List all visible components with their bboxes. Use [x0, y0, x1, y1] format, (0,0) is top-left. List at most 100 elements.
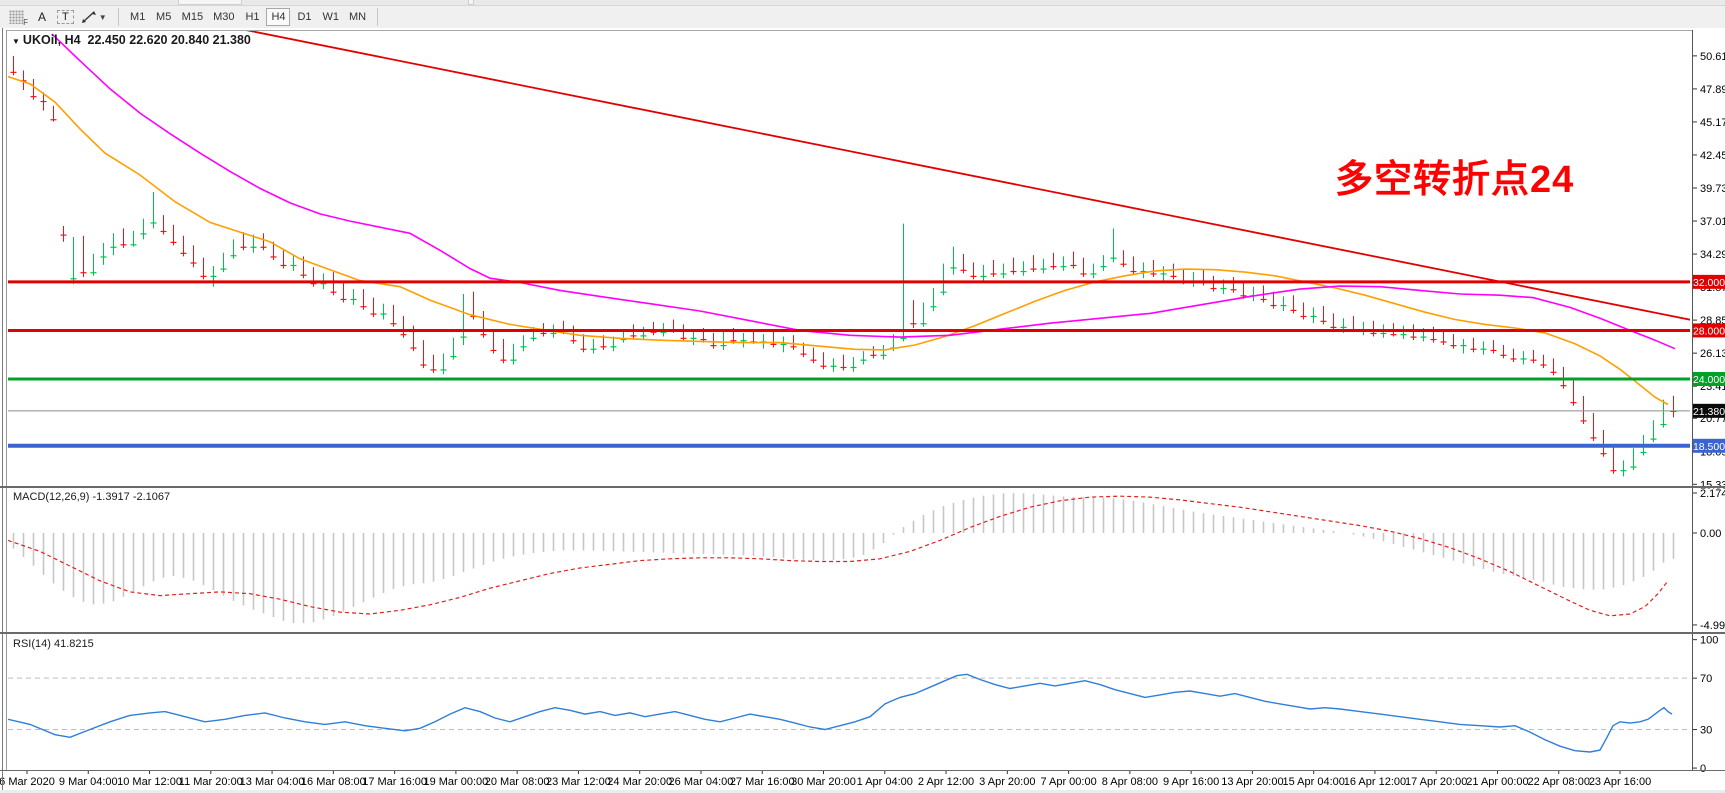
svg-text:13 Apr 20:00: 13 Apr 20:00 — [1221, 776, 1283, 788]
svg-text:2 Apr 12:00: 2 Apr 12:00 — [918, 776, 974, 788]
svg-text:45.170: 45.170 — [1700, 117, 1725, 129]
panel-borders — [0, 28, 1725, 790]
svg-text:1 Apr 04:00: 1 Apr 04:00 — [857, 776, 913, 788]
svg-text:3 Apr 20:00: 3 Apr 20:00 — [979, 776, 1035, 788]
timeframe-m5-button[interactable]: M5 — [152, 8, 176, 26]
timeframe-d1-button[interactable]: D1 — [292, 8, 316, 26]
svg-text:11 Mar 20:00: 11 Mar 20:00 — [179, 776, 243, 788]
svg-text:15.330: 15.330 — [1700, 479, 1725, 491]
window-bottom-edge — [0, 790, 1725, 793]
timeframe-h1-button[interactable]: H1 — [240, 8, 264, 26]
svg-text:9 Apr 16:00: 9 Apr 16:00 — [1163, 776, 1219, 788]
timeframe-mn-button[interactable]: MN — [345, 8, 370, 26]
candles-layer — [10, 55, 1677, 477]
price-badge-24.000: 24.000 — [1693, 372, 1725, 387]
svg-text:26 Mar 04:00: 26 Mar 04:00 — [669, 776, 734, 788]
chart-title: ▼ UKOil, H4 22.450 22.620 20.840 21.380 — [12, 33, 251, 47]
svg-text:16 Apr 12:00: 16 Apr 12:00 — [1344, 776, 1406, 788]
svg-text:17 Apr 20:00: 17 Apr 20:00 — [1405, 776, 1467, 788]
svg-text:23 Mar 12:00: 23 Mar 12:00 — [546, 776, 611, 788]
timeframe-m1-button[interactable]: M1 — [126, 8, 150, 26]
svg-text:23 Apr 16:00: 23 Apr 16:00 — [1589, 776, 1651, 788]
symbol-dropdown-icon[interactable]: ▼ — [12, 37, 20, 46]
svg-text:37.010: 37.010 — [1700, 216, 1725, 228]
clipped-button — [178, 0, 242, 5]
svg-text:0: 0 — [1700, 763, 1706, 775]
main-toolbar: F A T ▼ M1 M5 M15 M30 H1 H4 D1 W1 MN — [0, 6, 1725, 29]
clipped-toolbar-row — [0, 0, 1725, 6]
svg-text:19 Mar 00:00: 19 Mar 00:00 — [423, 776, 488, 788]
rsi-line — [8, 673, 1673, 753]
price-badge-28.000: 28.000 — [1693, 323, 1725, 338]
text-label-tool-button[interactable]: A — [31, 8, 53, 26]
svg-text:0.00: 0.00 — [1700, 528, 1721, 540]
svg-text:34.290: 34.290 — [1700, 249, 1725, 261]
ma-slow-line — [51, 33, 1676, 350]
chevron-down-icon: ▼ — [98, 12, 107, 22]
price-badge-18.500: 18.500 — [1693, 438, 1725, 453]
timeframe-m15-button[interactable]: M15 — [178, 8, 207, 26]
svg-text:9 Mar 04:00: 9 Mar 04:00 — [59, 776, 118, 788]
svg-text:30: 30 — [1700, 725, 1712, 737]
svg-text:-4.9955: -4.9955 — [1700, 620, 1725, 632]
macd-values: -1.3917 -2.1067 — [92, 491, 171, 503]
svg-text:21.380: 21.380 — [1693, 406, 1725, 418]
svg-text:7 Apr 00:00: 7 Apr 00:00 — [1040, 776, 1096, 788]
grid-icon: F — [9, 10, 28, 27]
svg-text:32.000: 32.000 — [1693, 277, 1725, 289]
ma-fast-line — [8, 75, 1669, 406]
chart-annotation-text[interactable]: 多空转折点24 — [1335, 159, 1575, 201]
rsi-indicator-label: RSI(14) 41.8215 — [13, 638, 94, 650]
drawing-tools-button[interactable]: ▼ — [76, 8, 112, 26]
text-box-tool-button[interactable]: T — [57, 10, 74, 24]
svg-text:100: 100 — [1700, 635, 1718, 647]
svg-text:42.450: 42.450 — [1700, 150, 1725, 162]
svg-text:27 Mar 16:00: 27 Mar 16:00 — [730, 776, 795, 788]
svg-text:70: 70 — [1700, 673, 1712, 685]
diagonal-draw-icon — [81, 11, 96, 23]
grid-tool-button[interactable]: F — [0, 8, 29, 27]
svg-text:13 Mar 04:00: 13 Mar 04:00 — [240, 776, 305, 788]
chart-title-ohlc: 22.450 22.620 20.840 21.380 — [87, 33, 251, 47]
rsi-value: 41.8215 — [53, 638, 94, 650]
main-price-panel — [8, 30, 1690, 477]
timeframe-m30-button[interactable]: M30 — [209, 8, 238, 26]
macd-indicator-label: MACD(12,26,9) -1.3917 -2.1067 — [13, 491, 171, 503]
level-lines[interactable] — [8, 280, 1690, 448]
toolbar-separator — [117, 8, 119, 26]
svg-text:10 Mar 12:00: 10 Mar 12:00 — [117, 776, 182, 788]
svg-text:50.610: 50.610 — [1700, 51, 1725, 63]
svg-text:24 Mar 20:00: 24 Mar 20:00 — [607, 776, 672, 788]
chart-title-symbol: UKOil, H4 — [22, 33, 81, 47]
svg-text:21 Apr 00:00: 21 Apr 00:00 — [1466, 776, 1528, 788]
chart-canvas[interactable]: 50.610 47.890 45.170 42.450 39.730 37.010 34.2… — [0, 28, 1725, 793]
price-axis: 50.610 47.890 45.170 42.450 39.730 37.010 34.2… — [1692, 51, 1725, 775]
svg-text:24.000: 24.000 — [1693, 374, 1725, 386]
svg-text:15 Apr 04:00: 15 Apr 04:00 — [1282, 776, 1344, 788]
svg-text:16 Mar 08:00: 16 Mar 08:00 — [301, 776, 366, 788]
svg-text:28.000: 28.000 — [1693, 325, 1725, 337]
svg-text:6 Mar 2020: 6 Mar 2020 — [0, 776, 55, 788]
resistance-trendline — [241, 30, 1690, 321]
rsi-panel — [8, 673, 1690, 753]
svg-text:2.1745: 2.1745 — [1700, 488, 1725, 500]
svg-text:30 Mar 20:00: 30 Mar 20:00 — [791, 776, 856, 788]
svg-text:39.730: 39.730 — [1700, 183, 1725, 195]
toolbar-separator — [377, 8, 379, 26]
svg-text:8 Apr 08:00: 8 Apr 08:00 — [1102, 776, 1158, 788]
clipped-button — [468, 0, 474, 5]
svg-text:26.130: 26.130 — [1700, 348, 1725, 360]
timeframe-h4-button[interactable]: H4 — [266, 8, 291, 26]
price-badge-21.380: 21.380 — [1693, 403, 1725, 418]
timeframe-w1-button[interactable]: W1 — [318, 8, 343, 26]
macd-panel — [8, 493, 1675, 624]
chart-area: 50.610 47.890 45.170 42.450 39.730 37.010 34.2… — [0, 28, 1725, 793]
macd-signal-line — [8, 495, 1669, 617]
svg-text:22 Apr 08:00: 22 Apr 08:00 — [1528, 776, 1590, 788]
svg-text:47.890: 47.890 — [1700, 84, 1725, 96]
timeframe-group: M1 M5 M15 M30 H1 H4 D1 W1 MN — [125, 8, 371, 26]
svg-text:18.500: 18.500 — [1693, 441, 1725, 453]
svg-text:17 Mar 16:00: 17 Mar 16:00 — [362, 776, 427, 788]
